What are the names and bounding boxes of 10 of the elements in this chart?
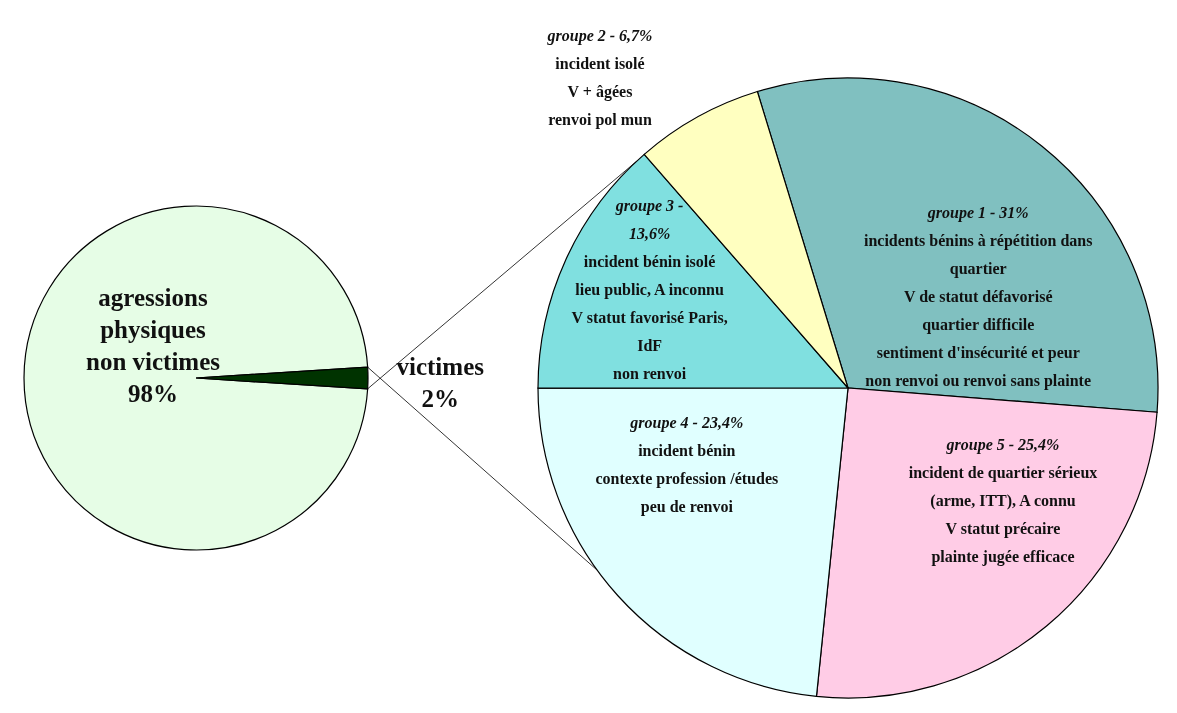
data-label: 2% xyxy=(421,384,459,412)
slice-label: groupe 1 - 31% incidents bénins à répétition dans quartier V de statut défavorisé quartier difficile sentiment d'insécurité et peur non renvoi ou renvoi sans plainte xyxy=(863,203,1093,390)
data-label: 98% xyxy=(128,379,178,407)
slice-label: groupe 5 - 25,4% incident de quartier sérieux (arme, ITT), A connu V statut précaire plainte jugée efficace xyxy=(908,436,1098,566)
slice-label: groupe 2 - 6,7% incident isolé V + âgées renvoi pol mun xyxy=(546,26,653,129)
slice-label: victimes xyxy=(396,352,485,380)
pie-slice xyxy=(23,205,369,551)
slice-label: agressions physiques non victimes xyxy=(85,283,221,375)
slice-label: groupe 3 - 13,6% incident bénin isolé lieu public, A inconnu V statut favorisé Paris, IdF non renvoi xyxy=(571,197,728,383)
slice-label: groupe 4 - 23,4% incident bénin contexte profession /études peu de renvoi xyxy=(595,414,779,517)
